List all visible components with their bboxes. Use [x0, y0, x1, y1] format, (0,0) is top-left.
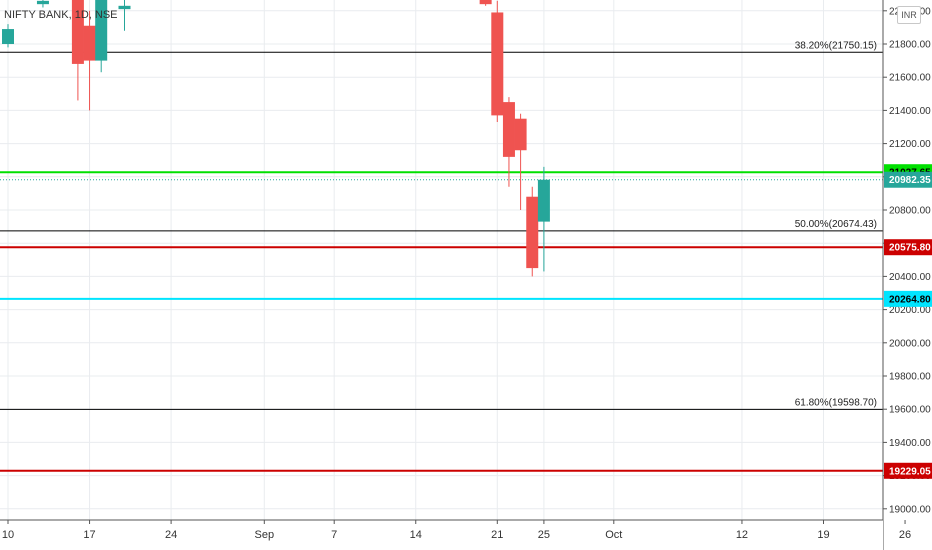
- x-tick-label: Sep: [255, 529, 275, 541]
- x-tick-label: 26: [899, 529, 911, 541]
- x-tick-label: 12: [736, 529, 748, 541]
- candle-body: [514, 118, 527, 151]
- y-tick-label: 19600.00: [889, 405, 931, 416]
- candle-body: [83, 25, 96, 61]
- red-level-low-badge-label: 19229.05: [889, 466, 931, 477]
- last-price-badge: [884, 171, 932, 188]
- time-axis-area: [0, 520, 883, 550]
- candle-body: [537, 179, 550, 222]
- y-tick-label: 21600.00: [889, 73, 931, 84]
- fib-38-label: 38.20%(21750.15): [795, 40, 877, 51]
- x-tick-label: 21: [491, 529, 503, 541]
- red-level-low-badge: [884, 462, 932, 479]
- y-tick-label: 19000.00: [889, 504, 931, 515]
- cyan-level-badge: [884, 290, 932, 307]
- candle-body: [71, 0, 84, 64]
- candle-body: [36, 0, 49, 5]
- x-tick-label: 10: [2, 529, 14, 541]
- y-tick-label: 20000.00: [889, 338, 931, 349]
- candle-body: [118, 5, 131, 10]
- x-tick-label: 24: [165, 529, 177, 541]
- x-tick-label: 25: [538, 529, 550, 541]
- y-tick-label: 21200.00: [889, 139, 931, 150]
- y-tick-label: 21800.00: [889, 40, 931, 51]
- fib-50-label: 50.00%(20674.43): [795, 219, 877, 230]
- y-tick-label: 19400.00: [889, 438, 931, 449]
- y-tick-label: 21400.00: [889, 106, 931, 117]
- x-tick-label: 7: [331, 529, 337, 541]
- red-level-badge: [884, 239, 932, 256]
- x-tick-label: Oct: [605, 529, 622, 541]
- y-tick-label: 20800.00: [889, 206, 931, 217]
- candle-body: [491, 12, 504, 116]
- currency-badge[interactable]: INR: [897, 6, 921, 24]
- last-price-badge-label: 20982.35: [889, 175, 931, 186]
- candle-body: [479, 0, 492, 5]
- candle-body: [2, 29, 14, 44]
- red-level-badge-label: 20575.80: [889, 243, 931, 254]
- fib-61-label: 61.80%(19598.70): [795, 397, 877, 408]
- candle-body: [526, 196, 539, 269]
- candle-body: [95, 0, 108, 61]
- x-tick-label: 17: [83, 529, 95, 541]
- candle-body: [502, 102, 515, 157]
- x-tick-label: 19: [817, 529, 829, 541]
- symbol-title: NIFTY BANK, 1D, NSE: [4, 9, 118, 21]
- x-tick-label: 14: [410, 529, 422, 541]
- price-axis-area: [883, 0, 932, 550]
- y-tick-label: 19800.00: [889, 372, 931, 383]
- y-tick-label: 20400.00: [889, 272, 931, 283]
- cyan-level-badge-label: 20264.80: [889, 294, 931, 305]
- y-tick-label: 20200.00: [889, 305, 931, 316]
